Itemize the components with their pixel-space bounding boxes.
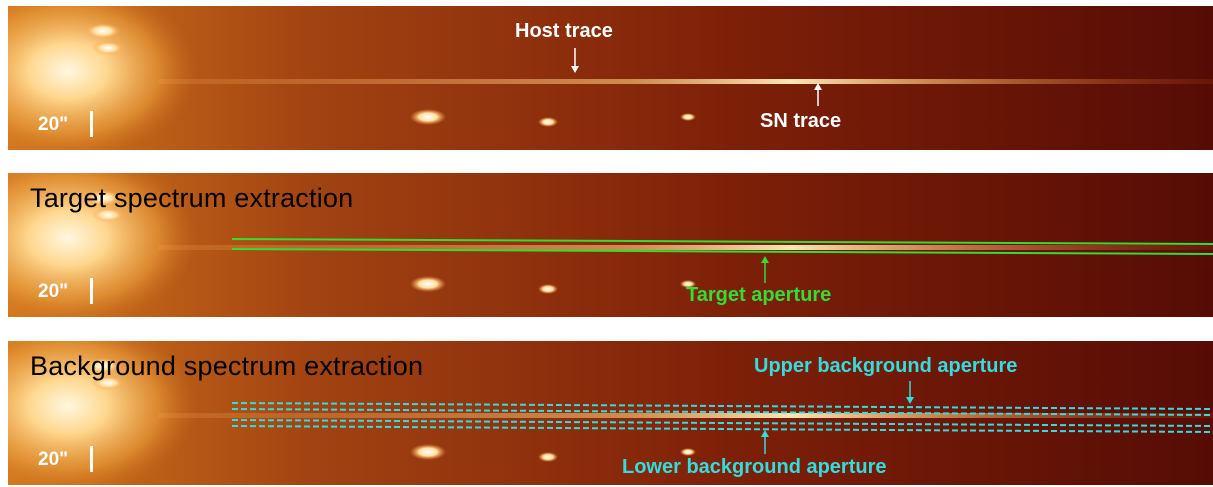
scale-bar [90, 111, 93, 137]
host-arrowhead [571, 66, 579, 73]
lower-bg-aperture-line-2 [231, 425, 1213, 433]
spectrum-panel-2: Target spectrum extraction 20" Target ap… [8, 173, 1213, 317]
target-aperture-label: Target aperture [686, 284, 832, 306]
target-aperture-lower-line [231, 248, 1213, 255]
panel-title: Background spectrum extraction [30, 351, 424, 381]
spectrum-image-3 [8, 341, 1213, 485]
panel-title: Target spectrum extraction [30, 183, 354, 213]
annotation-arrows-1 [571, 48, 822, 106]
lower-arrowhead [761, 430, 769, 437]
aperture-overlay-2 [231, 238, 1213, 283]
aperture-overlay-3 [231, 381, 1213, 454]
sn-trace-label: SN trace [760, 110, 842, 132]
scale-bar [90, 278, 93, 304]
scale-label: 20" [38, 114, 69, 135]
sn-arrowhead [814, 83, 822, 90]
lower-background-aperture-label: Lower background aperture [622, 456, 887, 478]
target-aperture-upper-line [231, 238, 1213, 245]
target-arrowhead [761, 256, 769, 263]
upper-background-aperture-label: Upper background aperture [754, 355, 1018, 377]
spectrum-panel-1: 20" Host trace SN trace [8, 6, 1213, 150]
lower-bg-aperture-line-1 [231, 419, 1213, 427]
upper-bg-aperture-line-2 [231, 408, 1213, 416]
spectrum-image-2 [8, 173, 1213, 317]
scale-label: 20" [38, 281, 69, 302]
host-trace-label: Host trace [515, 20, 613, 42]
scale-label: 20" [38, 449, 69, 470]
upper-arrowhead [906, 397, 914, 404]
spectrum-panel-3: Background spectrum extraction 20" Upper… [8, 341, 1213, 485]
spectrum-image-1 [8, 6, 1213, 150]
upper-bg-aperture-line-1 [231, 402, 1213, 410]
scale-bar [90, 446, 93, 472]
